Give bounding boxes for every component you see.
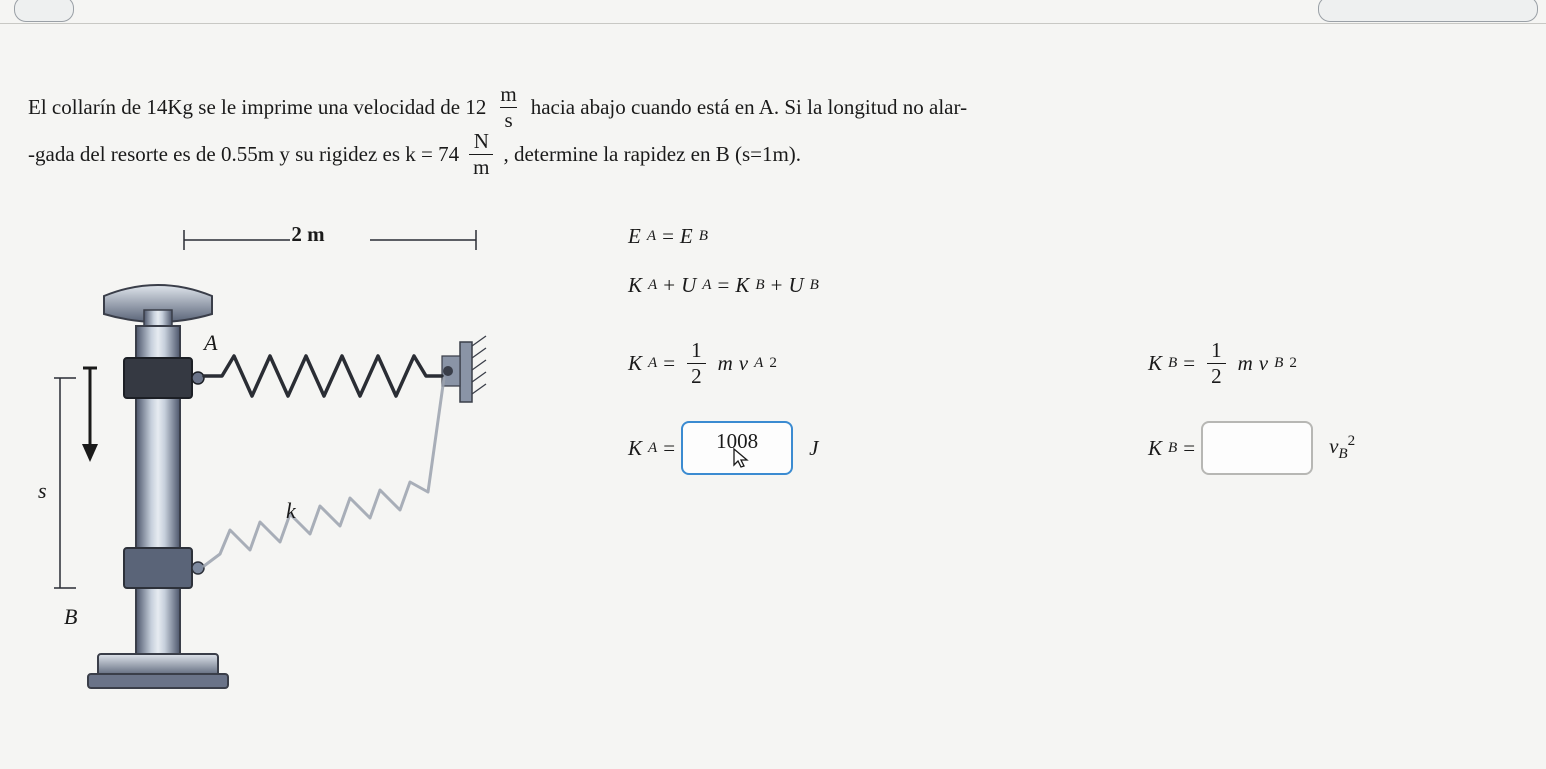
mechanical-diagram-svg: s A B k <box>28 218 528 738</box>
fraction-nm: N m <box>469 131 493 178</box>
sym-v: v <box>1259 351 1268 376</box>
cursor-icon <box>731 447 753 469</box>
unit-j: J <box>809 436 818 461</box>
eq-kinetic-formulas: KA = 1 2 mvA2 KB = 1 2 mvB2 <box>628 340 1526 387</box>
eq-sign: = <box>1183 436 1195 461</box>
frac-num: 1 <box>1207 340 1226 363</box>
sub-b: B <box>755 277 764 294</box>
sym-E: E <box>628 224 641 249</box>
eq-kaub: KA + UA = KB + UB <box>628 273 888 298</box>
eq-sign: = <box>663 436 675 461</box>
eq-sign: = <box>1183 351 1195 376</box>
sym-U: U <box>681 273 696 298</box>
sym-m: m <box>718 351 733 376</box>
problem-line-1: El collarín de 14Kg se le imprime una ve… <box>28 84 1526 131</box>
sup-2: 2 <box>1289 355 1297 372</box>
eq-ka-value: KA = 1008 J <box>628 421 888 475</box>
fraction-half: 1 2 <box>1207 340 1226 387</box>
kb-input[interactable] <box>1201 421 1313 475</box>
eq-kinetic-values: KA = 1008 J KB = vB2 <box>628 421 1526 475</box>
ka-input[interactable]: 1008 <box>681 421 793 475</box>
eq-ka-formula: KA = 1 2 mvA2 <box>628 340 888 387</box>
problem-statement: El collarín de 14Kg se le imprime una ve… <box>28 84 1526 178</box>
sub-a: A <box>648 355 657 372</box>
tab-fragment-left <box>14 0 74 22</box>
frac-num: 1 <box>687 340 706 363</box>
sub-b: B <box>1338 446 1347 462</box>
k-label: k <box>286 498 297 523</box>
sym-K: K <box>735 273 749 298</box>
plus: + <box>663 273 675 298</box>
kb-unit: vB2 <box>1329 433 1355 463</box>
frac-den: 2 <box>687 363 706 387</box>
sub-b: B <box>1168 355 1177 372</box>
sub-a: A <box>647 228 656 245</box>
sub-b: B <box>1274 355 1283 372</box>
sub-a: A <box>648 277 657 294</box>
problem-text-1b: hacia abajo cuando está en A. Si la long… <box>531 84 967 130</box>
eq-energy: EA = EB <box>628 224 1526 249</box>
eq-sign: = <box>662 224 674 249</box>
fraction-half: 1 2 <box>687 340 706 387</box>
dimension-label: 2 m <box>168 222 448 247</box>
sym-K: K <box>628 273 642 298</box>
problem-line-2: -gada del resorte es de 0.55m y su rigid… <box>28 131 1526 178</box>
sym-m: m <box>1238 351 1253 376</box>
s-label: s <box>38 478 47 503</box>
sub-a: A <box>702 277 711 294</box>
eq-sign: = <box>663 351 675 376</box>
sub-a: A <box>754 355 763 372</box>
sub-b: B <box>1168 440 1177 457</box>
sup-2: 2 <box>1348 433 1356 449</box>
plus: + <box>771 273 783 298</box>
eq-kb-formula: KB = 1 2 mvB2 <box>1148 340 1408 387</box>
tab-fragment-right <box>1318 0 1538 22</box>
frac-den: m <box>469 154 493 178</box>
sym-K: K <box>628 436 642 461</box>
sym-K: K <box>628 351 642 376</box>
sym-K: K <box>1148 436 1162 461</box>
fraction-ms: m s <box>496 84 520 131</box>
sub-a: A <box>648 440 657 457</box>
diagram: 2 m <box>28 218 528 738</box>
problem-text-1a: El collarín de 14Kg se le imprime una ve… <box>28 84 486 130</box>
sup-2: 2 <box>769 355 777 372</box>
eq-ea-eb: EA = EB <box>628 224 888 249</box>
equations-column: EA = EB KA + UA = KB + UB <box>628 218 1526 499</box>
sym-U: U <box>788 273 803 298</box>
eq-ku-balance: KA + UA = KB + UB <box>628 273 1526 298</box>
a-label: A <box>202 330 218 355</box>
problem-text-2a: -gada del resorte es de 0.55m y su rigid… <box>28 131 459 177</box>
frac-den: 2 <box>1207 363 1226 387</box>
eq-kb-value: KB = vB2 <box>1148 421 1408 475</box>
main-area: 2 m <box>28 218 1526 738</box>
eq-sign: = <box>718 273 730 298</box>
sub-b: B <box>699 228 708 245</box>
sym-v: v <box>739 351 748 376</box>
top-bar <box>0 2 1546 24</box>
content: El collarín de 14Kg se le imprime una ve… <box>28 84 1526 738</box>
sym-K: K <box>1148 351 1162 376</box>
problem-text-2b: , determine la rapidez en B (s=1m). <box>503 131 801 177</box>
sym-E: E <box>680 224 693 249</box>
frac-num: m <box>496 84 520 107</box>
frac-num: N <box>470 131 493 154</box>
b-label: B <box>64 604 77 629</box>
frac-den: s <box>500 107 516 131</box>
sub-b: B <box>810 277 819 294</box>
